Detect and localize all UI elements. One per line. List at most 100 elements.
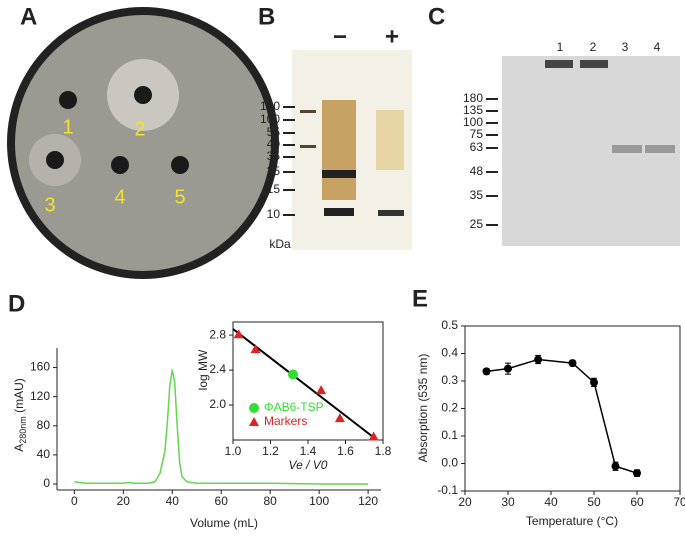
legend-marker [249,403,259,413]
y-axis-label-unit: (mAU) [12,378,26,416]
panel-label: E [412,285,428,312]
lane-label: 4 [654,40,661,54]
data-point [233,329,244,339]
x-tick-label: 70 [673,495,685,509]
well-label: 2 [134,118,145,140]
band [545,60,573,68]
data-point [568,359,577,368]
data-line [486,358,638,474]
band [322,170,356,178]
marker-label: 10 [267,207,281,221]
marker-label: 100 [463,115,483,129]
panel-label: B [258,3,275,30]
marker-label: 35 [267,149,281,163]
marker-label: 48 [470,164,484,178]
y-tick-label: 40 [37,447,51,461]
well [134,86,152,104]
y-tick-label: 0.3 [441,373,458,387]
band [612,145,642,153]
data-point [611,462,620,471]
data-point [504,364,512,373]
well [171,156,189,174]
well-label: 1 [62,116,73,138]
panel-label: C [428,3,445,30]
band [580,60,608,68]
data-point [250,344,261,354]
lane-label: 3 [622,40,629,54]
data-point [288,369,298,380]
x-tick-label: 120 [358,494,378,508]
data-point [482,367,491,376]
plot-frame [464,325,681,492]
y-tick-label: 2.8 [209,327,226,341]
x-tick-label: 30 [501,495,515,509]
marker-label: 15 [267,182,281,196]
y-tick-label: 0 [43,476,50,490]
y-tick-label: 160 [30,360,50,374]
well-label: 3 [44,194,55,216]
marker-label: 180 [463,91,483,105]
x-tick-label: 1.0 [225,444,242,458]
y-tick-label: 80 [37,418,51,432]
x-tick-label: 1.6 [337,444,354,458]
marker-label: 25 [267,164,281,178]
y-axis-label: Absorption (535 nm) [416,354,430,463]
y-tick-label: 0.1 [441,428,458,442]
legend-marker [249,417,259,426]
marker-label: 25 [470,217,484,231]
marker-label: 40 [267,137,281,151]
y-axis-label-sub: 280nm [18,416,28,444]
y-axis-label-main: A [12,444,26,452]
legend-label: Markers [264,414,307,428]
data-point [534,355,543,364]
band [300,145,316,148]
x-tick-label: 20 [117,494,131,508]
x-tick-label: 1.2 [262,444,279,458]
x-tick-label: 50 [587,495,601,509]
well-label: 4 [114,186,125,208]
lane-label: 1 [557,40,564,54]
well-label: 5 [174,186,185,208]
x-tick-label: 80 [264,494,278,508]
panel-label: D [8,290,25,317]
x-tick-label: 100 [309,494,329,508]
data-point [368,431,379,441]
x-tick-label: 40 [544,495,558,509]
data-point [316,385,327,395]
x-tick-label: 20 [458,495,472,509]
lane-label: + [385,23,399,50]
plate [15,15,271,271]
x-axis-label: Volume (mL) [190,516,258,530]
band [300,110,316,113]
y-tick-label: 0.0 [441,456,458,470]
y-tick-label: 0.2 [441,401,458,415]
lane-label: − [333,23,347,50]
band [324,208,354,216]
band [376,110,404,170]
band [645,145,675,153]
data-point [633,469,641,478]
data-point [590,378,598,387]
well [59,91,77,109]
x-tick-label: 60 [630,495,644,509]
x-axis-label: Ve / V0 [289,458,328,472]
legend-label: ΦAB6-TSP [264,400,324,414]
y-tick-label: 2.4 [209,362,226,376]
panel-label: A [20,3,37,30]
x-tick-label: 40 [166,494,180,508]
well [111,156,129,174]
x-tick-label: 1.8 [375,444,392,458]
x-tick-label: 60 [215,494,229,508]
marker-label: 63 [470,140,484,154]
x-axis-label: Temperature (°C) [526,514,618,528]
y-axis-label: log MW [196,349,210,390]
well [46,151,64,169]
band [378,210,404,216]
band [322,100,356,200]
marker-label: 100 [260,112,280,126]
x-tick-label: 1.4 [300,444,317,458]
y-axis-label: A280nm (mAU) [12,378,28,452]
y-tick-label: 0.4 [441,346,458,360]
unit-label: kDa [269,237,291,251]
